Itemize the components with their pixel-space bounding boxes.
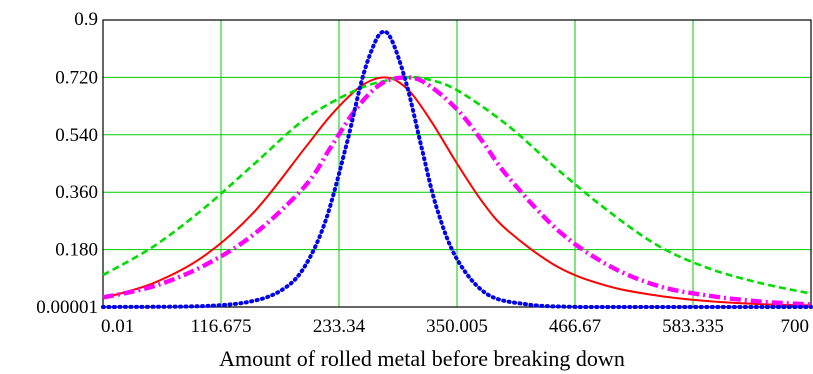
x-tick-label: 0.01 — [101, 316, 134, 337]
series-line-1 — [102, 76, 812, 307]
series-group — [100, 29, 813, 310]
series-line-4 — [100, 29, 813, 310]
y-tick-label: 0.540 — [55, 125, 98, 146]
x-tick-label: 700 — [781, 316, 810, 337]
plot-frame — [102, 19, 812, 308]
series-line-2 — [102, 75, 812, 295]
x-tick-label: 583.335 — [662, 316, 724, 337]
y-tick-label: 0.00001 — [36, 297, 98, 318]
x-tick-label: 233.34 — [313, 316, 366, 337]
y-tick-label: 0.360 — [55, 182, 98, 203]
y-tick-label: 0.720 — [55, 67, 98, 88]
x-tick-labels: 0.01 116.675 233.34 350.005 466.67 583.335 700 — [101, 316, 809, 337]
y-tick-labels: 0.00001 0.180 0.360 0.540 0.720 0.9 — [36, 9, 98, 318]
x-tick-label: 350.005 — [426, 316, 488, 337]
x-axis-title: Amount of rolled metal before breaking d… — [219, 346, 625, 371]
y-tick-label: 0.9 — [74, 9, 98, 30]
x-tick-label: 116.675 — [190, 316, 251, 337]
x-tick-label: 466.67 — [549, 316, 601, 337]
y-tick-label: 0.180 — [55, 240, 98, 261]
